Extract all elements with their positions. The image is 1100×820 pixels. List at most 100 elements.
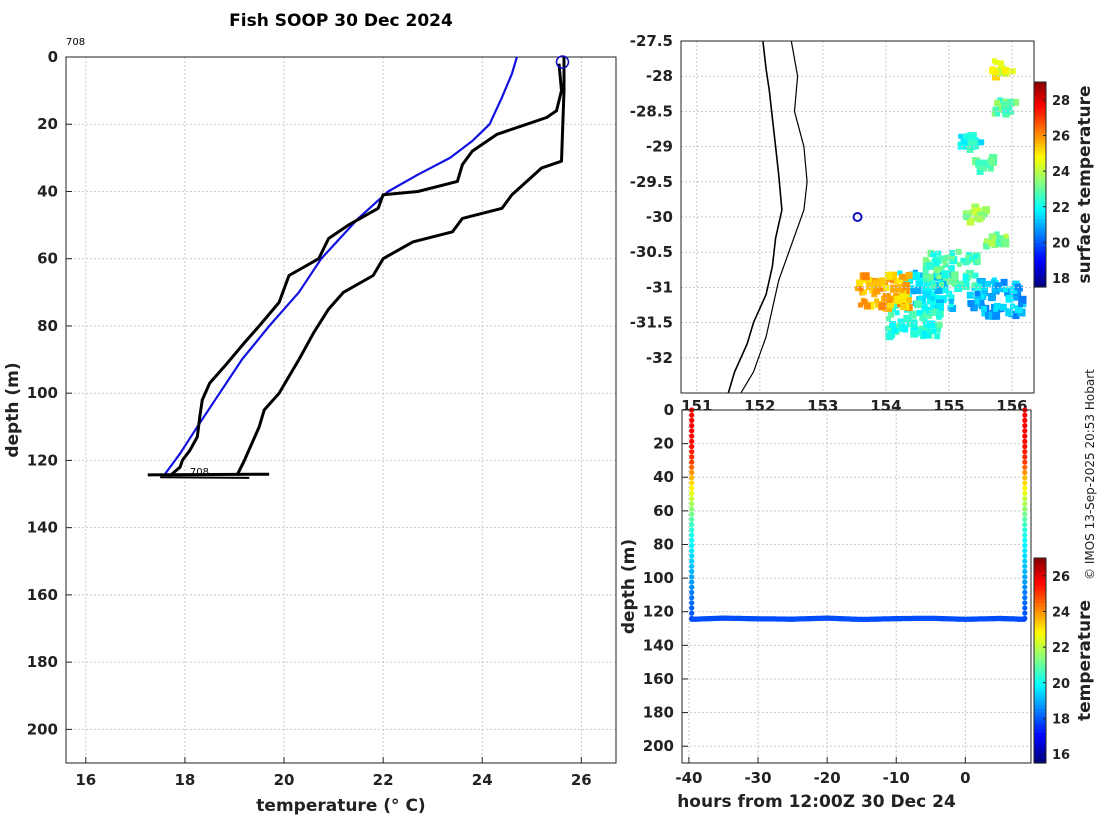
- sst-pixel: [1002, 286, 1009, 293]
- colorbar-swatch: [1034, 581, 1046, 586]
- sst-pixel: [922, 286, 928, 292]
- colorbar-swatch: [1034, 126, 1046, 131]
- x-tick-label: 0: [960, 769, 970, 787]
- track-point: [689, 459, 695, 465]
- plot-frame: [65, 56, 617, 764]
- sst-pixel: [1005, 294, 1014, 303]
- sst-pixel: [982, 206, 990, 215]
- sst-pixel: [936, 321, 943, 328]
- colorbar-swatch: [1034, 146, 1046, 151]
- sst-pixel: [1009, 285, 1018, 294]
- sst-pixel: [886, 325, 892, 331]
- track-point: [689, 433, 695, 439]
- sst-pixel: [981, 164, 987, 169]
- y-tick-label: 80: [653, 535, 674, 553]
- sst-pixel: [966, 291, 974, 299]
- track-point: [1022, 558, 1028, 564]
- sst-pixel: [916, 309, 923, 316]
- colorbar-swatch: [1034, 663, 1046, 668]
- colorbar-swatch: [1034, 242, 1046, 247]
- sst-pixel: [958, 133, 964, 139]
- colorbar-swatch: [1034, 633, 1046, 638]
- colorbar-swatch: [1034, 167, 1046, 172]
- y-tick-label: 120: [27, 451, 58, 469]
- colorbar-swatch: [1034, 691, 1046, 696]
- sst-pixel: [1000, 278, 1008, 286]
- sst-pixel: [1018, 295, 1027, 304]
- y-tick-label: -28: [646, 67, 673, 85]
- colorbar-swatch: [1034, 558, 1046, 563]
- profile-id-annotation: 708: [190, 467, 209, 478]
- sst-pixel: [944, 270, 950, 276]
- sst-pixel: [994, 69, 999, 75]
- x-tick-label: 18: [174, 771, 195, 789]
- track-point: [689, 589, 695, 596]
- colorbar-swatch: [1034, 592, 1046, 597]
- colorbar-swatch: [1034, 119, 1046, 124]
- imos-credit: © IMOS 13-Sep-2025 20:53 Hobart: [1083, 369, 1097, 580]
- sst-pixel: [981, 305, 987, 312]
- sst-pixel: [1009, 68, 1016, 75]
- colorbar-swatch: [1034, 687, 1046, 692]
- sst-pixel: [956, 261, 962, 267]
- track-point: [689, 428, 695, 434]
- surface-marker: [555, 55, 570, 69]
- sst-pixel: [938, 279, 944, 284]
- colorbar-swatch: [1034, 102, 1046, 107]
- sst-pixel: [949, 253, 955, 260]
- sst-pixel: [878, 277, 886, 285]
- sst-pixel: [998, 287, 1004, 293]
- y-tick-label: 60: [653, 502, 674, 520]
- sst-pixel: [930, 291, 936, 297]
- sst-pixel: [957, 141, 966, 150]
- sst-pixel: [938, 265, 945, 272]
- colorbar-swatch: [1034, 208, 1046, 213]
- sst-pixel: [954, 284, 963, 292]
- sst-pixel: [906, 297, 912, 304]
- y-tick-label: -27.5: [630, 32, 673, 50]
- colorbar-swatch: [1034, 640, 1046, 645]
- sst-pixel: [927, 298, 934, 305]
- colorbar-swatch: [1034, 667, 1046, 672]
- sst-pixel: [993, 59, 999, 65]
- track-point: [689, 490, 695, 496]
- colorbar-swatch: [1034, 259, 1046, 264]
- profile-min-line: [169, 63, 563, 477]
- sst-pixel: [987, 165, 994, 172]
- sst-pixel: [858, 286, 864, 292]
- x-tick-label: 16: [75, 771, 96, 789]
- sst-pixel: [949, 278, 955, 284]
- track-point: [689, 563, 695, 569]
- sst-pixel: [978, 164, 984, 170]
- y-tick-label: 20: [653, 435, 674, 453]
- sst-pixel: [967, 140, 975, 148]
- colorbar-swatch: [1034, 239, 1046, 244]
- sst-pixel: [960, 137, 968, 145]
- colorbar-swatch: [1034, 694, 1046, 699]
- colorbar-tick-label: 28: [1052, 94, 1070, 109]
- sst-pixel: [947, 265, 955, 272]
- track-point: [1022, 485, 1028, 491]
- y-tick-label: -32: [646, 349, 673, 367]
- colorbar-swatch: [1034, 616, 1046, 621]
- sst-pixel: [934, 333, 941, 340]
- sst-pixel: [904, 293, 910, 299]
- track-point: [689, 553, 695, 559]
- sst-pixel: [927, 320, 936, 329]
- track-point: [689, 574, 695, 580]
- colorbar-swatch: [1034, 725, 1046, 730]
- sst-pixel: [962, 279, 970, 287]
- shelf-contour: [740, 40, 808, 394]
- colorbar-swatch: [1034, 276, 1046, 281]
- track-point: [689, 454, 695, 460]
- track-point: [689, 595, 695, 601]
- plot-area: [66, 57, 616, 763]
- sst-pixel: [968, 255, 974, 261]
- y-tick-label: -28.5: [630, 102, 673, 120]
- sst-pixel: [973, 298, 980, 305]
- colorbar-swatch: [1034, 626, 1046, 631]
- colorbar-swatch: [1034, 684, 1046, 689]
- y-tick-label: 120: [643, 603, 674, 621]
- sst-pixel: [947, 294, 955, 302]
- colorbar-swatch: [1034, 732, 1046, 737]
